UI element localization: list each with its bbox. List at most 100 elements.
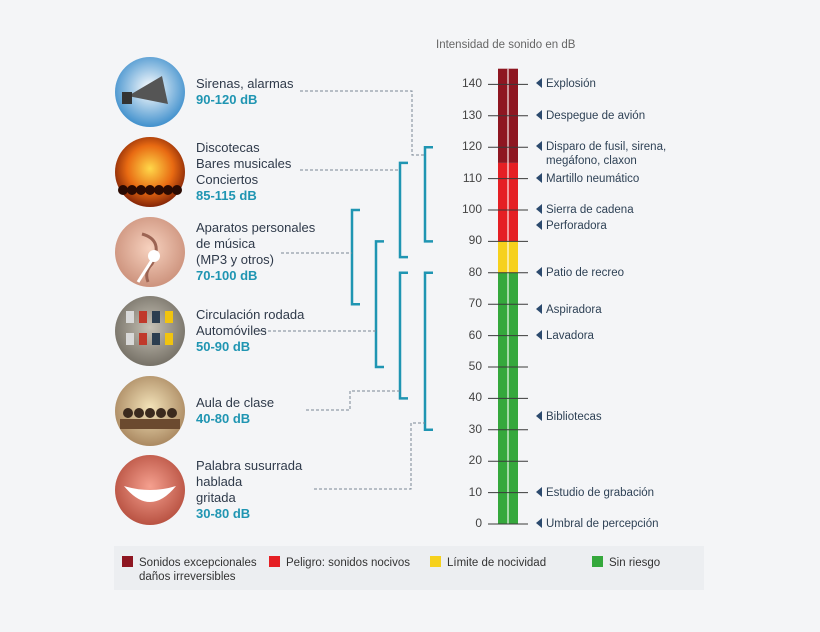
tick-label-140: 140	[461, 76, 482, 91]
event-label: Disparo de fusil, sirena, megáfono, claxo…	[546, 141, 667, 168]
range-bracket-sirens	[423, 145, 433, 243]
event-7: Aspiradora	[536, 303, 602, 317]
pointer-arrow-icon	[536, 304, 542, 315]
tick-label-30: 30	[468, 421, 482, 436]
pointer-arrow-icon	[536, 141, 542, 152]
source-range: 30-80 dB	[196, 506, 251, 521]
pointer-arrow-icon	[536, 266, 542, 277]
legend-item: Peligro: sonidos nocivos	[269, 556, 411, 570]
event-label: Explosión	[546, 78, 596, 91]
source-label-line: Circulación rodada	[196, 307, 305, 322]
scale-title: Intensidad de sonido en dB	[436, 39, 576, 51]
source-label-line: Automóviles	[196, 323, 267, 338]
source-range: 50-90 dB	[196, 339, 251, 354]
source-label-line: Sirenas, alarmas	[196, 76, 294, 91]
source-label-line: (MP3 y otros)	[196, 252, 275, 267]
source-label-line: Discotecas	[196, 140, 260, 155]
source-range: 40-80 dB	[196, 411, 251, 426]
tick-label-60: 60	[468, 327, 482, 342]
legend: Sonidos excepcionales daños irreversibles…	[114, 546, 704, 590]
pointer-arrow-icon	[536, 219, 542, 230]
tick-label-110: 110	[462, 170, 482, 185]
source-traffic: Circulación rodada Automóviles 50-90 dB	[196, 307, 304, 355]
event-label: Despegue de avión	[546, 109, 646, 122]
legend-swatch	[269, 556, 280, 567]
pointer-arrow-icon	[536, 411, 542, 422]
tick-label-10: 10	[468, 484, 482, 499]
tick-label-80: 80	[468, 264, 482, 279]
legend-item: Límite de nocividad	[430, 556, 547, 570]
source-label-line: Conciertos	[196, 172, 259, 187]
range-bracket-disco	[398, 161, 408, 259]
source-label-line: Bares musicales	[196, 156, 292, 171]
pointer-arrow-icon	[536, 172, 542, 183]
classroom-icon	[115, 376, 185, 446]
source-label-line: hablada	[196, 474, 243, 489]
tick-label-20: 20	[468, 453, 482, 468]
range-bracket-traffic	[374, 240, 384, 369]
source-label-line: de música	[196, 236, 256, 251]
legend-label: daños irreversibles	[139, 571, 236, 583]
range-bracket-speech	[423, 271, 433, 432]
source-range: 90-120 dB	[196, 92, 258, 107]
legend-swatch	[430, 556, 441, 567]
tick-label-100: 100	[461, 202, 482, 216]
event-label: Perforadora	[546, 219, 607, 232]
source-label-line: gritada	[196, 490, 236, 505]
source-sirens: Sirenas, alarmas 90-120 dB	[196, 76, 294, 108]
event-label: Lavadora	[546, 329, 594, 342]
pointer-arrow-icon	[536, 518, 542, 528]
source-label-line: Palabra susurrada	[196, 458, 303, 473]
source-label-line: Aula de clase	[196, 395, 275, 410]
event-3: Martillo neumático	[536, 172, 639, 186]
legend-label: Peligro: sonidos nocivos	[286, 557, 411, 569]
pointer-arrow-icon	[536, 329, 542, 340]
event-label: Umbral de percepción	[546, 518, 659, 530]
megaphone-icon	[115, 57, 185, 127]
event-2: Disparo de fusil, sirena, megáfono, claxo…	[536, 140, 666, 168]
tick-label-70: 70	[468, 296, 482, 311]
range-bracket-classroom	[398, 271, 408, 400]
event-5: Perforadora	[536, 219, 607, 233]
event-9: Bibliotecas	[536, 410, 602, 424]
event-label: Aspiradora	[546, 304, 602, 317]
tick-label-40: 40	[468, 390, 482, 405]
range-bracket-personal-audio	[350, 208, 360, 306]
source-speech: Palabra susurrada hablada gritada 30-80 dB	[196, 458, 302, 522]
connector-speech	[314, 422, 425, 490]
event-label: Sierra de cadena	[546, 204, 634, 216]
event-0: Explosión	[536, 77, 596, 91]
event-label: Patio de recreo	[546, 266, 624, 279]
smiling-mouth-icon	[115, 455, 185, 525]
event-4: Sierra de cadena	[536, 203, 634, 217]
source-disco: Discotecas Bares musicales Conciertos 85-11…	[196, 140, 291, 204]
concert-crowd-icon	[115, 137, 185, 207]
legend-item: Sin riesgo	[592, 556, 661, 570]
source-personal-audio: Aparatos personales de música (MP3 y otros…	[196, 220, 315, 284]
pointer-arrow-icon	[536, 204, 542, 214]
earphone-icon	[115, 217, 185, 287]
tick-label-50: 50	[468, 359, 482, 373]
connector-sirens	[300, 90, 425, 156]
tick-label-130: 130	[461, 107, 482, 122]
event-1: Despegue de avión	[536, 109, 645, 123]
event-label: Martillo neumático	[546, 172, 640, 185]
legend-label: Sonidos excepcionales	[139, 557, 257, 569]
pointer-arrow-icon	[536, 486, 542, 497]
legend-label: Sin riesgo	[609, 557, 661, 569]
event-11: Umbral de percepción	[536, 517, 659, 531]
legend-item: Sonidos excepcionales daños irreversibles	[122, 556, 257, 584]
legend-swatch	[122, 556, 133, 567]
tick-label-90: 90	[468, 233, 482, 248]
legend-label: Límite de nocividad	[447, 557, 547, 569]
tick-label-120: 120	[461, 139, 482, 154]
source-classroom: Aula de clase 40-80 dB	[196, 395, 274, 427]
source-range: 70-100 dB	[196, 268, 258, 283]
connector-classroom	[306, 390, 400, 411]
event-label: Bibliotecas	[546, 411, 602, 424]
source-range: 85-115 dB	[196, 188, 257, 203]
event-8: Lavadora	[536, 329, 594, 343]
legend-swatch	[592, 556, 603, 567]
event-label: Estudio de grabación	[546, 486, 655, 499]
